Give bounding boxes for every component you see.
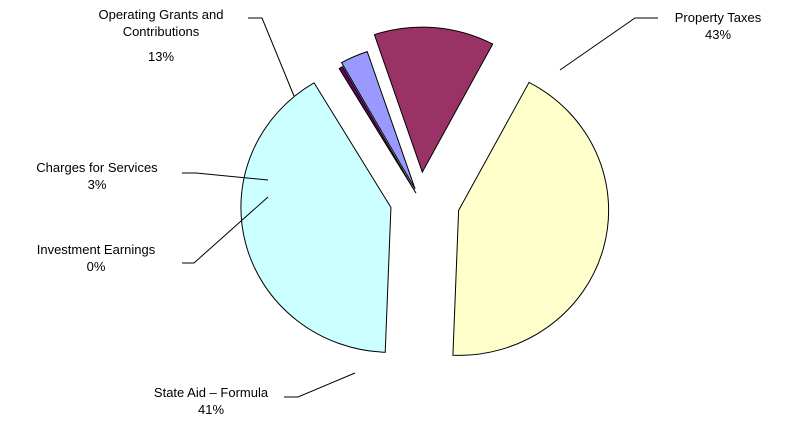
percent-state-aid: 41% (198, 402, 224, 417)
slices-group (240, 26, 610, 356)
pie-slice-operating-grants-and-contributions (373, 26, 494, 174)
leader-line-investment-earnings (182, 196, 269, 264)
label-charges-for-services: Charges for Services (36, 160, 158, 175)
label-investment-earnings: Investment Earnings (37, 242, 156, 257)
leader-line-charges-for-services (182, 172, 269, 181)
leader-line-property-taxes (559, 17, 658, 71)
label-state-aid: State Aid – Formula (154, 385, 269, 400)
percent-investment-earnings: 0% (87, 259, 106, 274)
label-operating-grants-line1: Operating Grants and (98, 7, 223, 22)
pie-slice-state-aid-formula (240, 82, 392, 353)
percent-operating-grants: 13% (148, 49, 174, 64)
leader-line-operating-grants (248, 17, 295, 97)
label-operating-grants-line2: Contributions (123, 24, 200, 39)
percent-charges-for-services: 3% (88, 177, 107, 192)
label-operating-grants-line1-text: Operating Grants and (98, 7, 223, 22)
percent-property-taxes: 43% (705, 27, 731, 42)
label-operating-grants-line2-text: Contributions (123, 24, 200, 39)
pie-slice-investment-earnings (338, 66, 417, 194)
pie-slice-charges-for-services (340, 50, 416, 190)
label-property-taxes: Property Taxes (675, 10, 762, 25)
pie-slice-property-taxes (452, 81, 610, 356)
leader-lines-group (182, 17, 658, 398)
labels-group: Property Taxes 43% State Aid – Formula 4… (36, 7, 761, 417)
leader-line-state-aid (284, 372, 356, 398)
